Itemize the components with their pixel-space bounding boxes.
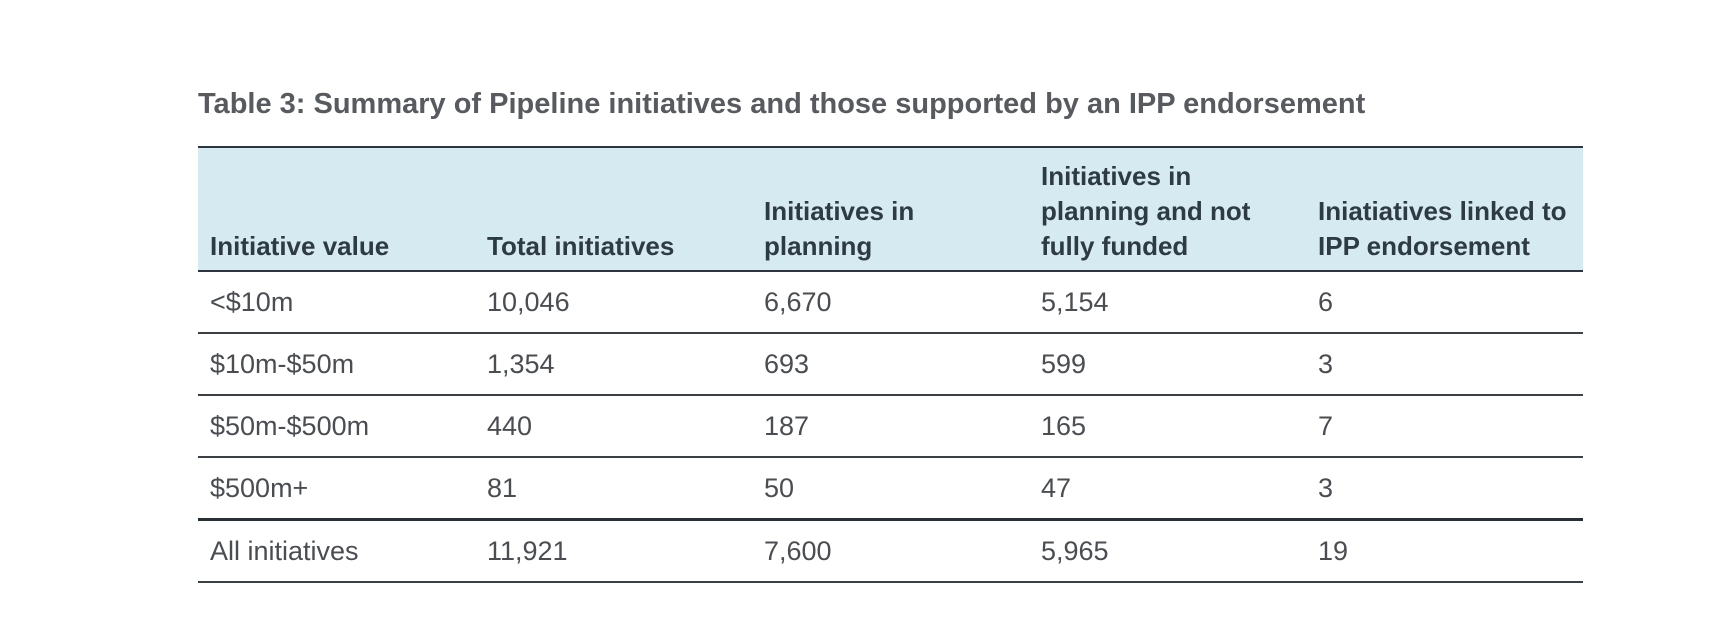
table-title: Table 3: Summary of Pipeline initiatives…	[198, 88, 1366, 120]
table-row: $50m-$500m 440 187 165 7	[198, 395, 1583, 458]
cell-initiative-value: <$10m	[198, 271, 475, 334]
column-header-planning-not-fully-funded: Initiatives in planning and not fully fu…	[1041, 161, 1251, 261]
cell-initiative-value: $50m-$500m	[198, 395, 475, 458]
cell-linked-to-ipp: 6	[1306, 271, 1583, 334]
table-row: $500m+ 81 50 47 3	[198, 457, 1583, 521]
cell-total-initiatives: 440	[475, 395, 752, 458]
table-totals: All initiatives 11,921 7,600 5,965 19	[198, 519, 1583, 583]
table-container: Table 3: Summary of Pipeline initiatives…	[198, 84, 1583, 583]
table-row: <$10m 10,046 6,670 5,154 6	[198, 271, 1583, 334]
total-not-fully-funded-sum: 5,965	[1029, 519, 1306, 583]
cell-total-initiatives: 1,354	[475, 333, 752, 396]
column-header-initiative-value: Initiative value	[210, 231, 390, 261]
cell-planning-not-fully-funded: 599	[1029, 333, 1306, 396]
total-in-planning-sum: 7,600	[752, 519, 1029, 583]
cell-initiatives-in-planning: 50	[752, 457, 1029, 521]
total-label: All initiatives	[198, 519, 475, 583]
cell-total-initiatives: 81	[475, 457, 752, 521]
cell-linked-to-ipp: 3	[1306, 457, 1583, 521]
total-initiatives-sum: 11,921	[475, 519, 752, 583]
cell-planning-not-fully-funded: 165	[1029, 395, 1306, 458]
column-header-initiatives-in-planning: Initiatives in planning	[764, 196, 915, 261]
cell-initiatives-in-planning: 693	[752, 333, 1029, 396]
cell-initiatives-in-planning: 187	[752, 395, 1029, 458]
cell-linked-to-ipp: 3	[1306, 333, 1583, 396]
cell-linked-to-ipp: 7	[1306, 395, 1583, 458]
cell-initiative-value: $500m+	[198, 457, 475, 521]
table-row: $10m-$50m 1,354 693 599 3	[198, 333, 1583, 396]
column-header-total-initiatives: Total initiatives	[487, 231, 675, 261]
total-linked-to-ipp-sum: 19	[1306, 519, 1583, 583]
header-row: Initiative value Total initiatives Initi…	[198, 147, 1583, 271]
cell-planning-not-fully-funded: 47	[1029, 457, 1306, 521]
summary-table: Initiative value Total initiatives Initi…	[198, 146, 1583, 583]
cell-planning-not-fully-funded: 5,154	[1029, 271, 1306, 334]
cell-total-initiatives: 10,046	[475, 271, 752, 334]
column-header-linked-to-ipp: Iniatiatives linked to IPP endorsement	[1318, 196, 1567, 261]
totals-row: All initiatives 11,921 7,600 5,965 19	[198, 519, 1583, 583]
cell-initiatives-in-planning: 6,670	[752, 271, 1029, 334]
table-header: Initiative value Total initiatives Initi…	[198, 147, 1583, 271]
cell-initiative-value: $10m-$50m	[198, 333, 475, 396]
table-body: <$10m 10,046 6,670 5,154 6 $10m-$50m 1,3…	[198, 271, 1583, 521]
